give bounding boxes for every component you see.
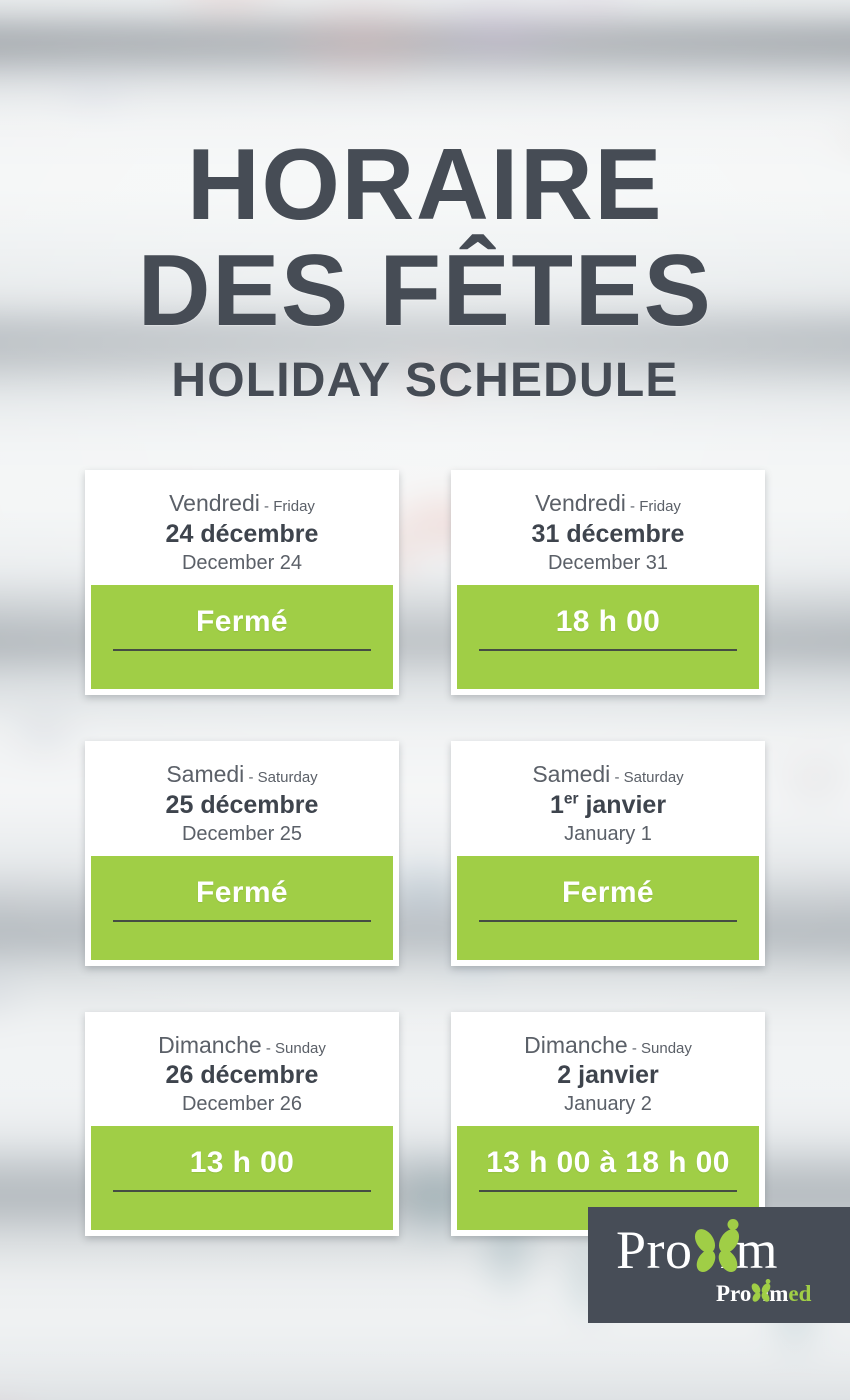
card-date-en: December 26 <box>181 1093 303 1116</box>
card-day-line: Samedi - Saturday <box>99 760 385 788</box>
card-date-fr: 26 décembre <box>99 1060 385 1090</box>
card-hours-text: Fermé <box>195 875 289 909</box>
brand-sub-post: im <box>762 1281 789 1306</box>
card-hours-panel: Fermé <box>91 584 393 689</box>
card-day-en: Saturday <box>257 768 318 786</box>
card-hours-panel: 13 h 00 <box>91 1126 393 1231</box>
card-date-header: Samedi - Saturday 25 décembre December 2… <box>91 746 393 856</box>
card-date-number: 1 <box>549 790 564 819</box>
card-hours-text: Fermé <box>195 604 289 638</box>
card-date-header: Dimanche - Sunday 26 décembre December 2… <box>91 1017 393 1127</box>
brand-logo-inner: Proxim Proximed <box>588 1207 850 1323</box>
card-date-header: Vendredi - Friday 31 décembre December 3… <box>457 476 759 585</box>
card-hours-text: 18 h 00 <box>555 604 661 638</box>
card-hours-rule <box>479 648 737 651</box>
card-date-fr: 25 décembre <box>99 790 385 820</box>
card-date-en: December 31 <box>547 551 669 574</box>
card-hours-rule <box>479 919 737 922</box>
schedule-card: Samedi - Saturday 1er janvier January 1 … <box>451 740 765 966</box>
card-date-number: 24 <box>165 519 194 548</box>
card-day-fr: Samedi <box>532 760 611 787</box>
card-day-fr: Dimanche <box>524 1031 628 1058</box>
card-date-number: 25 <box>165 790 194 819</box>
card-date-fr: 2 janvier <box>465 1060 751 1090</box>
card-hours-panel: Fermé <box>91 855 393 960</box>
schedule-card: Dimanche - Sunday 26 décembre December 2… <box>85 1011 399 1237</box>
card-date-header: Vendredi - Friday 24 décembre December 2… <box>91 476 393 585</box>
card-day-en: Saturday <box>623 768 684 786</box>
brand-sub-pre: Pro <box>716 1281 752 1306</box>
card-date-month: décembre <box>566 519 685 548</box>
card-day-separator: - <box>610 768 624 786</box>
card-day-line: Samedi - Saturday <box>465 760 751 788</box>
brand-wordmark-post: im <box>720 1220 779 1280</box>
card-date-en: January 1 <box>564 822 652 845</box>
card-day-line: Vendredi - Friday <box>465 490 751 517</box>
schedule-card: Vendredi - Friday 31 décembre December 3… <box>451 470 765 695</box>
page-title-line-2: DES FÊTES <box>137 234 713 347</box>
card-day-en: Sunday <box>641 1039 692 1057</box>
page-title-line-1: HORAIRE <box>186 129 664 241</box>
card-date-month: décembre <box>200 519 319 548</box>
card-date-month: décembre <box>200 790 319 819</box>
brand-sub-wordmark: Proximed <box>716 1282 811 1305</box>
card-hours-rule <box>113 1190 371 1193</box>
card-hours-rule <box>113 648 371 651</box>
card-date-month: janvier <box>585 790 667 819</box>
card-date-number: 26 <box>165 1061 194 1090</box>
card-day-en: Friday <box>273 498 315 515</box>
card-hours-text: 13 h 00 <box>189 1146 295 1180</box>
card-hours-rule <box>113 919 371 922</box>
brand-wordmark-pre: Pro <box>616 1220 693 1280</box>
schedule-card: Vendredi - Friday 24 décembre December 2… <box>85 470 399 695</box>
card-date-header: Samedi - Saturday 1er janvier January 1 <box>457 746 759 856</box>
card-hours-panel: 18 h 00 <box>457 584 759 689</box>
card-date-month: janvier <box>578 1061 659 1090</box>
card-date-header: Dimanche - Sunday 2 janvier January 2 <box>457 1017 759 1127</box>
card-date-fr: 31 décembre <box>465 519 751 549</box>
card-date-fr: 24 décembre <box>99 519 385 549</box>
card-date-ordinal: er <box>563 790 579 808</box>
card-hours-rule <box>479 1190 737 1193</box>
card-day-separator: - <box>244 768 258 786</box>
card-day-fr: Vendredi <box>169 490 260 516</box>
poster-header: HORAIRE DES FÊTES HOLIDAY SCHEDULE <box>0 129 850 407</box>
card-day-en: Sunday <box>275 1039 326 1057</box>
card-day-separator: - <box>259 498 274 515</box>
card-day-separator: - <box>627 1039 641 1057</box>
card-day-separator: - <box>261 1039 275 1057</box>
schedule-grid: Vendredi - Friday 24 décembre December 2… <box>85 470 765 1237</box>
card-day-fr: Vendredi <box>535 490 626 516</box>
page-subtitle: HOLIDAY SCHEDULE <box>171 353 679 407</box>
card-day-separator: - <box>625 498 640 515</box>
brand-wordmark: Proxim <box>616 1223 778 1277</box>
card-day-fr: Dimanche <box>158 1031 262 1058</box>
card-date-en: December 25 <box>181 822 303 845</box>
card-date-number: 31 <box>531 519 560 548</box>
card-hours-panel: Fermé <box>457 855 759 960</box>
card-day-line: Dimanche - Sunday <box>465 1031 751 1059</box>
card-hours-text: 13 h 00 à 18 h 00 <box>486 1146 730 1180</box>
card-date-month: décembre <box>200 1061 319 1090</box>
card-date-fr: 1er janvier <box>465 790 751 820</box>
card-day-en: Friday <box>639 498 681 515</box>
schedule-card: Samedi - Saturday 25 décembre December 2… <box>85 740 399 966</box>
card-hours-text: Fermé <box>561 875 655 909</box>
card-date-en: December 24 <box>181 551 303 574</box>
brand-sub-suffix: ed <box>788 1281 812 1306</box>
card-date-en: January 2 <box>564 1093 652 1116</box>
card-day-line: Vendredi - Friday <box>99 490 385 517</box>
card-day-fr: Samedi <box>166 760 245 787</box>
schedule-card: Dimanche - Sunday 2 janvier January 2 13… <box>451 1011 765 1237</box>
card-date-number: 2 <box>557 1061 572 1090</box>
brand-logo: Proxim Proximed <box>588 1207 850 1323</box>
card-day-line: Dimanche - Sunday <box>99 1031 385 1059</box>
